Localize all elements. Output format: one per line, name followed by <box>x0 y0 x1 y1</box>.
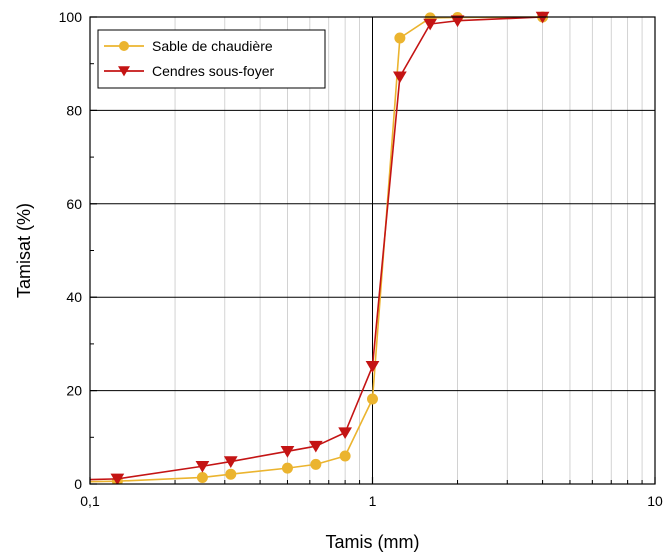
legend-label-sable: Sable de chaudière <box>152 38 273 54</box>
data-point-cendres <box>195 460 210 473</box>
x-tick-label: 1 <box>369 493 377 509</box>
data-point-cendres <box>223 456 238 468</box>
data-point-cendres <box>365 361 380 373</box>
x-tick-label: 10 <box>647 493 663 509</box>
data-point-sable <box>367 393 378 405</box>
legend-label-cendres: Cendres sous-foyer <box>152 63 275 79</box>
legend-marker-sable <box>119 41 129 51</box>
y-tick-label: 100 <box>59 9 83 25</box>
data-point-sable <box>281 462 293 474</box>
y-tick-label: 60 <box>66 196 82 212</box>
data-point-cendres <box>423 18 438 31</box>
series-layer <box>90 11 550 484</box>
data-point-sable <box>310 458 322 470</box>
x-axis-title: Tamis (mm) <box>326 532 420 552</box>
data-point-cendres <box>393 71 407 84</box>
y-tick-label: 40 <box>66 289 82 305</box>
x-tick-label: 0,1 <box>80 493 100 509</box>
y-axis-title: Tamisat (%) <box>14 203 34 298</box>
y-tick-label: 20 <box>66 383 82 399</box>
data-point-cendres <box>280 446 295 458</box>
legend-marker-cendres <box>118 66 130 77</box>
data-point-cendres <box>338 427 352 440</box>
data-point-sable <box>196 471 208 483</box>
data-point-sable <box>339 450 351 462</box>
data-point-cendres <box>110 473 125 484</box>
series-line-1 <box>90 16 543 481</box>
y-tick-label: 0 <box>74 476 82 492</box>
legend: Sable de chaudière Cendres sous-foyer <box>97 29 326 89</box>
data-point-cendres <box>450 15 465 28</box>
y-tick-label: 80 <box>66 102 82 118</box>
legend-box <box>97 29 326 89</box>
data-point-sable <box>225 468 237 480</box>
data-point-cendres <box>308 440 323 453</box>
data-point-sable <box>394 32 406 44</box>
